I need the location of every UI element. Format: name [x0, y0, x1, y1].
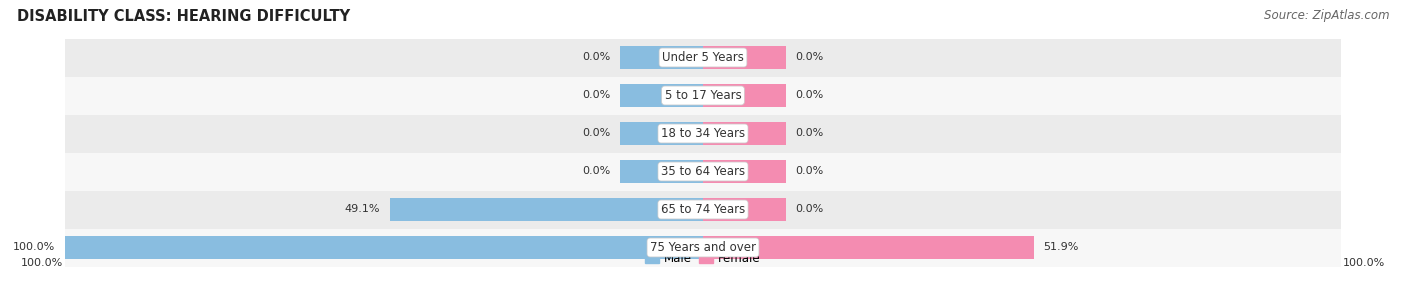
Bar	[703, 46, 786, 69]
Bar	[703, 84, 786, 107]
Text: DISABILITY CLASS: HEARING DIFFICULTY: DISABILITY CLASS: HEARING DIFFICULTY	[17, 9, 350, 24]
Text: 51.9%: 51.9%	[1043, 242, 1078, 253]
Bar	[703, 236, 1033, 259]
Text: 0.0%: 0.0%	[582, 167, 610, 177]
Bar	[703, 122, 786, 145]
Text: 100.0%: 100.0%	[13, 242, 55, 253]
Text: 75 Years and over: 75 Years and over	[650, 241, 756, 254]
Bar	[389, 198, 703, 221]
Text: 0.0%: 0.0%	[796, 204, 824, 214]
Bar	[620, 122, 703, 145]
Text: 0.0%: 0.0%	[796, 167, 824, 177]
Text: Source: ZipAtlas.com: Source: ZipAtlas.com	[1264, 9, 1389, 22]
Bar	[703, 198, 786, 221]
Text: 0.0%: 0.0%	[796, 128, 824, 138]
Bar	[65, 228, 1341, 267]
Bar	[65, 191, 1341, 228]
Bar	[65, 114, 1341, 152]
Text: 0.0%: 0.0%	[582, 91, 610, 101]
Text: 0.0%: 0.0%	[796, 91, 824, 101]
Text: 100.0%: 100.0%	[21, 258, 63, 268]
Bar	[620, 46, 703, 69]
Bar	[65, 38, 1341, 77]
Bar	[620, 160, 703, 183]
Text: 49.1%: 49.1%	[344, 204, 380, 214]
Text: 0.0%: 0.0%	[582, 52, 610, 63]
Text: 18 to 34 Years: 18 to 34 Years	[661, 127, 745, 140]
Bar	[65, 77, 1341, 114]
Text: 100.0%: 100.0%	[1343, 258, 1385, 268]
Text: 35 to 64 Years: 35 to 64 Years	[661, 165, 745, 178]
Text: 65 to 74 Years: 65 to 74 Years	[661, 203, 745, 216]
Legend: Male, Female: Male, Female	[645, 252, 761, 265]
Bar	[65, 236, 703, 259]
Bar	[620, 84, 703, 107]
Bar	[703, 160, 786, 183]
Text: Under 5 Years: Under 5 Years	[662, 51, 744, 64]
Text: 0.0%: 0.0%	[582, 128, 610, 138]
Text: 5 to 17 Years: 5 to 17 Years	[665, 89, 741, 102]
Text: 0.0%: 0.0%	[796, 52, 824, 63]
Bar	[65, 152, 1341, 191]
